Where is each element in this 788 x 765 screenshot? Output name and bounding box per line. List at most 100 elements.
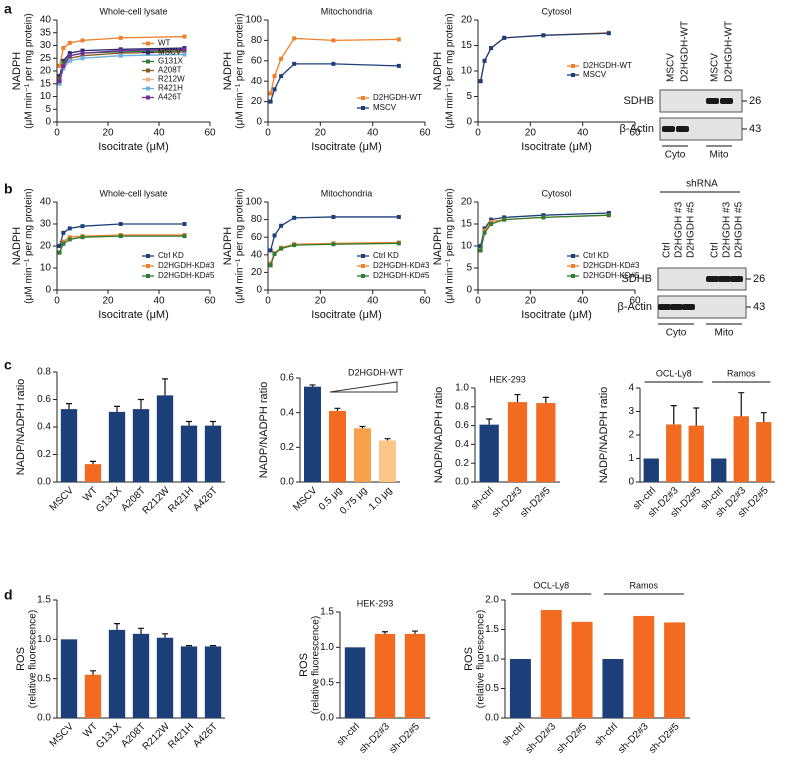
panel-label: c — [4, 357, 12, 373]
y-tick-label: 0.8 — [37, 367, 51, 378]
y-tick-label: 0.0 — [320, 713, 334, 724]
point — [182, 47, 187, 52]
bar — [404, 633, 426, 718]
y-tick-label: 0.0 — [485, 713, 499, 724]
x-tick-label: 20 — [102, 296, 114, 307]
chart-title: Cytosol — [541, 188, 571, 198]
point — [80, 56, 85, 61]
x-axis-label: Isocitrate (μM) — [311, 141, 382, 153]
blot-band — [730, 276, 743, 282]
size-label: 26 — [753, 273, 765, 285]
error-bar — [384, 438, 391, 441]
blot-band — [658, 304, 671, 310]
y-tick-label: 0 — [628, 477, 634, 488]
point — [80, 48, 85, 53]
size-label: 43 — [749, 123, 761, 135]
y-tick-label: 40 — [40, 15, 52, 26]
y-axis-label: (relative fluorescence) — [476, 610, 487, 708]
x-tick-label: 40 — [367, 128, 379, 139]
legend-label: Ctrl KD — [373, 251, 399, 260]
x-tick-label: 20 — [315, 128, 327, 139]
legend-marker — [146, 68, 150, 73]
y-tick-label: 0.4 — [280, 407, 294, 418]
y-tick-label: 15 — [40, 78, 52, 89]
lane-label: D2HGDH #3 — [722, 201, 733, 258]
legend-label: Ctrl KD — [583, 251, 609, 260]
annotation: D2HGDH-WT — [348, 367, 403, 377]
point — [482, 230, 487, 235]
x-tick-label: MSCV — [291, 485, 319, 513]
y-tick-label: 3 — [628, 406, 634, 417]
point — [67, 56, 72, 61]
group-label: OCL-Ly8 — [656, 368, 692, 378]
point — [279, 74, 284, 79]
y-tick-label: 20 — [40, 241, 52, 252]
legend-marker — [361, 106, 365, 110]
point — [61, 241, 66, 246]
bar — [664, 622, 686, 718]
error-bar — [359, 425, 366, 429]
error-bar — [210, 420, 216, 426]
y-tick-label: 4 — [628, 383, 634, 394]
y-tick-label: 0.8 — [455, 401, 469, 412]
lane-label: D2HGDH #5 — [734, 201, 745, 258]
x-tick-label: 60 — [629, 128, 641, 139]
legend-marker — [361, 254, 365, 258]
point — [541, 33, 546, 38]
x-tick-label: MSCV — [48, 485, 76, 513]
bar — [180, 425, 198, 482]
blot-band — [662, 126, 675, 132]
y-tick-label: 5 — [466, 91, 472, 102]
point — [57, 250, 62, 255]
legend-label: MSCV — [373, 103, 397, 112]
lane-label: MSCV — [710, 53, 721, 82]
x-tick-label: 40 — [153, 128, 165, 139]
legend-label: A208T — [158, 66, 182, 75]
point — [57, 81, 62, 86]
error-bar — [138, 627, 144, 634]
point — [482, 58, 487, 63]
point — [478, 79, 483, 84]
group-label: Ramos — [727, 368, 756, 378]
legend-label: D2HGDH-KD#5 — [158, 271, 215, 280]
y-axis-label: NADPH — [432, 52, 444, 91]
point — [61, 63, 66, 68]
x-tick-label: 40 — [367, 296, 379, 307]
series-line — [479, 32, 609, 82]
point — [118, 222, 123, 226]
y-tick-label: 0.6 — [455, 420, 469, 431]
point — [478, 244, 483, 248]
x-tick-label: sh-ctrl — [500, 721, 527, 748]
y-tick-label: 10 — [40, 91, 52, 102]
y-tick-label: 40 — [251, 76, 263, 87]
point — [67, 237, 72, 242]
y-tick-label: 100 — [245, 15, 262, 26]
x-tick-label: A426T — [191, 721, 220, 750]
y-tick-label: 0 — [466, 117, 472, 128]
y-tick-label: 40 — [251, 249, 263, 260]
x-tick-label: sh-D2#3 — [616, 721, 651, 756]
error-bar — [114, 405, 120, 412]
y-axis-label: (relative fluorescence) — [311, 616, 322, 714]
point — [67, 53, 72, 58]
legend-marker — [146, 254, 150, 258]
blot-band — [720, 98, 733, 104]
point — [482, 228, 487, 233]
lane-label: D2HGDH #3 — [674, 201, 685, 258]
x-tick-label: R421H — [166, 485, 196, 515]
bar — [536, 403, 556, 482]
legend-label: R421H — [158, 84, 183, 93]
x-tick-label: 0 — [475, 128, 481, 139]
point — [80, 53, 85, 58]
y-axis-label: (μM min⁻¹ per mg protein) — [24, 188, 35, 304]
y-tick-label: 0 — [466, 285, 472, 296]
point — [396, 37, 401, 42]
point — [182, 222, 187, 226]
row-label: SDHB — [623, 95, 654, 107]
blot-band — [670, 304, 683, 310]
panel-label: b — [4, 181, 13, 197]
blot-band — [706, 98, 719, 104]
legend-marker — [146, 264, 150, 268]
series-line — [58, 48, 185, 82]
x-tick-label: 0 — [265, 296, 271, 307]
